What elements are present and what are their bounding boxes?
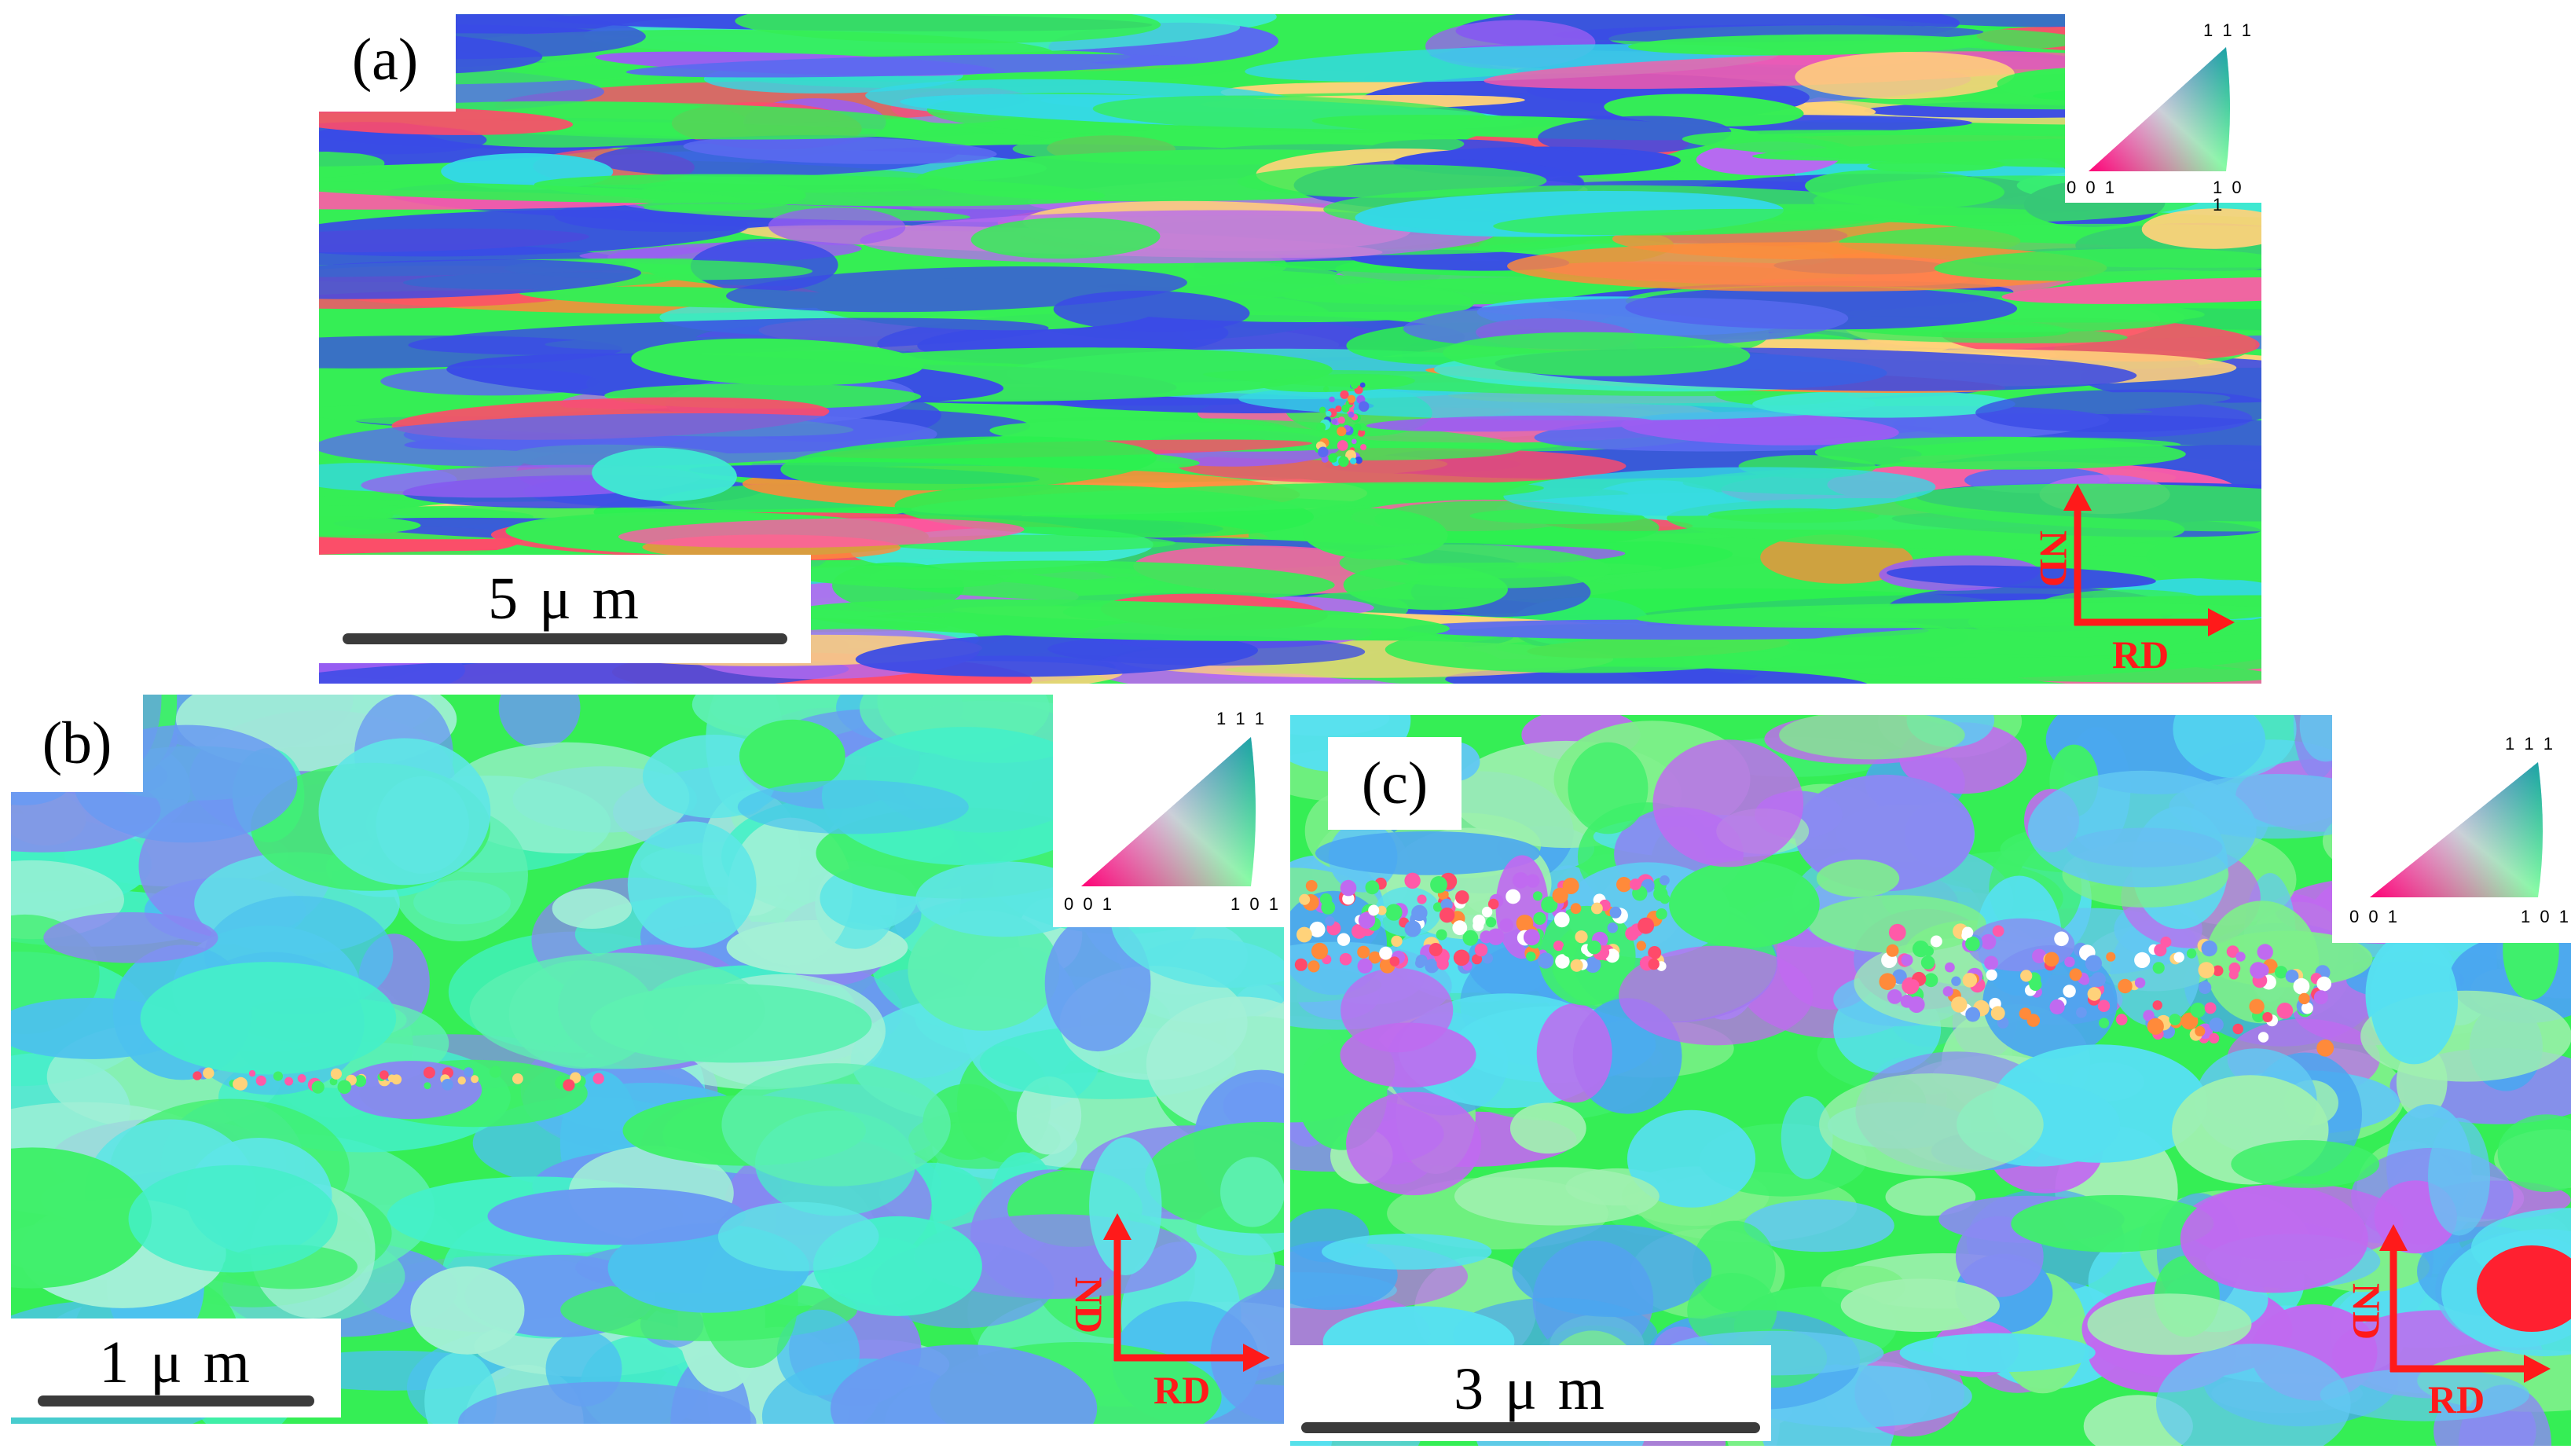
panel-b-nd-label: ND — [1067, 1276, 1112, 1334]
panel-c-scale-text: 3 μ m — [1454, 1356, 1608, 1422]
panel-c-rd-label: RD — [2428, 1377, 2485, 1421]
ipf-label-101: 1 0 1 — [1230, 894, 1281, 914]
panel-c-ipf-legend: 1 1 1 0 0 1 1 0 1 — [2332, 715, 2571, 943]
panel-a-axis-indicator: ND RD — [2012, 479, 2247, 676]
panel-a-label: (a) — [314, 8, 456, 112]
panel-c-scale-bar: 3 μ m — [1290, 1345, 1771, 1441]
panel-c-axis-indicator: ND RD — [2326, 1215, 2566, 1427]
ipf-triangle-icon — [2089, 47, 2230, 171]
panel-a-scale-bar: 5 μ m — [319, 555, 811, 663]
ipf-label-111: 1 1 1 — [2505, 734, 2555, 754]
panel-a-orientation-map — [319, 14, 2261, 684]
panel-a-scale-text: 5 μ m — [488, 566, 642, 632]
panel-c-label: (c) — [1328, 737, 1462, 830]
panel-a-nd-label: ND — [2032, 530, 2077, 588]
panel-a-ipf-legend: 1 1 1 0 0 1 1 0 1 — [2065, 14, 2261, 214]
ipf-triangle-icon — [1081, 737, 1256, 886]
panel-c-nd-label: ND — [2345, 1282, 2389, 1340]
ipf-label-001: 0 0 1 — [2067, 178, 2117, 197]
ipf-label-111: 1 1 1 — [2203, 20, 2254, 40]
panel-a-rd-label: RD — [2112, 633, 2169, 677]
ipf-label-111: 1 1 1 — [1216, 709, 1267, 728]
ipf-label-101: 1 0 1 — [2521, 907, 2571, 926]
panel-b-ipf-legend: 1 1 1 0 0 1 1 0 1 — [1053, 695, 1289, 927]
panel-b-scale-bar: 1 μ m — [11, 1318, 341, 1417]
ipf-label-001: 0 0 1 — [1064, 894, 1114, 914]
panel-a-grain-texture — [319, 14, 2261, 684]
panel-b-scale-text: 1 μ m — [99, 1329, 253, 1395]
ipf-triangle-icon — [2370, 762, 2543, 897]
panel-b-rd-label: RD — [1153, 1368, 1211, 1412]
panel-b-axis-indicator: ND RD — [1045, 1202, 1281, 1414]
ipf-label-101: 1 0 1 — [2213, 178, 2244, 215]
panel-b-label: (b) — [11, 695, 143, 792]
ipf-label-001: 0 0 1 — [2349, 907, 2400, 926]
panel-c-grain-texture — [1290, 715, 2571, 1446]
panel-c-orientation-map — [1290, 715, 2571, 1446]
